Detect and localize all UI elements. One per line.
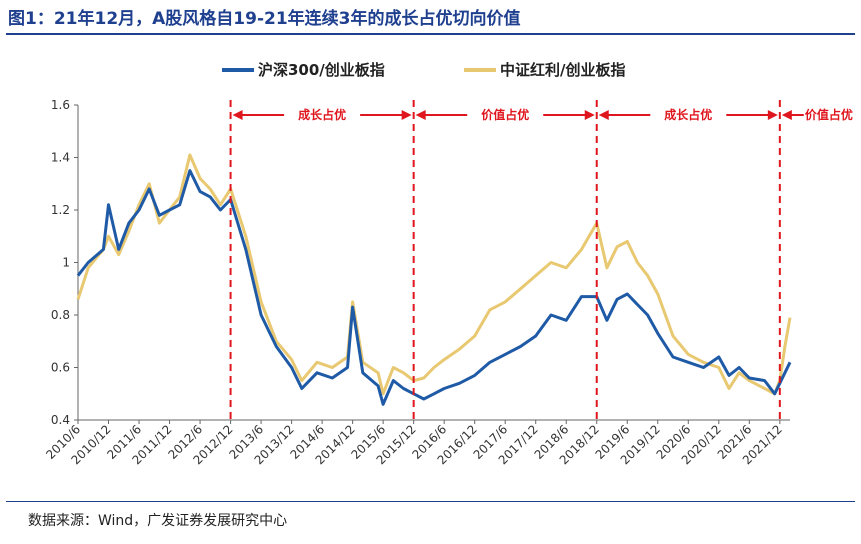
phase-arrow-head xyxy=(401,110,412,120)
phase-label: 成长占优 xyxy=(298,107,346,122)
legend-label: 中证红利/创业板指 xyxy=(500,61,625,79)
y-tick-label: 0.4 xyxy=(51,413,70,427)
series-line xyxy=(76,153,792,396)
y-tick-label: 0.8 xyxy=(51,308,70,322)
source-note: 数据来源：Wind，广发证券发展研究中心 xyxy=(28,513,288,529)
phase-label: 成长占优 xyxy=(664,107,712,122)
y-tick-label: 0.6 xyxy=(51,361,70,375)
chart-svg: 0.40.60.811.21.41.62010/62010/122011/620… xyxy=(43,61,853,467)
source-divider xyxy=(6,501,855,502)
phase-arrow-head xyxy=(232,110,243,120)
phase-label: 价值占优 xyxy=(805,107,853,122)
legend-label: 沪深300/创业板指 xyxy=(258,61,385,79)
y-tick-label: 1.4 xyxy=(51,151,70,165)
series-line xyxy=(76,169,792,406)
phase-arrow-head xyxy=(584,110,595,120)
phase-label: 价值占优 xyxy=(481,107,529,122)
title-divider xyxy=(6,33,855,35)
phase-arrow-head xyxy=(598,110,609,120)
phase-arrow-head xyxy=(767,110,778,120)
y-tick-label: 1 xyxy=(62,256,70,270)
phase-arrow-head xyxy=(415,110,426,120)
y-tick-label: 1.6 xyxy=(51,98,70,112)
figure-title: 图1：21年12月，A股风格自19-21年连续3年的成长占优切向价值 xyxy=(8,9,521,29)
y-tick-label: 1.2 xyxy=(51,203,70,217)
